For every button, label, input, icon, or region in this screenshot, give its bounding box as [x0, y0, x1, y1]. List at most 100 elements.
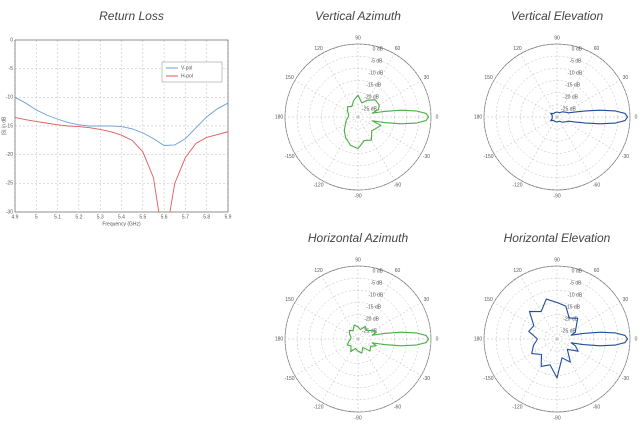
- spoke: [493, 338, 558, 376]
- angle-label: 60: [594, 268, 600, 274]
- chart-title: Vertical Elevation: [511, 9, 604, 23]
- spoke: [556, 116, 621, 154]
- spoke: [556, 338, 594, 403]
- ring-label: -5 dB: [371, 58, 384, 64]
- ring-label: -5 dB: [570, 280, 583, 286]
- angle-label: -150: [285, 376, 295, 382]
- angle-label: -150: [285, 154, 295, 160]
- spoke: [556, 53, 594, 118]
- series-line: [15, 116, 228, 212]
- angle-label: 150: [285, 75, 294, 81]
- spoke: [357, 53, 395, 118]
- ring: [495, 277, 619, 401]
- ring-label: -15 dB: [366, 82, 381, 88]
- spoke: [294, 116, 359, 154]
- angle-label: -150: [484, 154, 494, 160]
- ring-label: -5 dB: [570, 58, 583, 64]
- angle-label: 150: [285, 297, 294, 303]
- spoke: [493, 116, 558, 154]
- ring-label: 0 dB: [373, 46, 384, 52]
- ring-label: -25 dB: [362, 328, 377, 334]
- ring: [508, 290, 606, 388]
- ring-label: -10 dB: [368, 292, 383, 298]
- angle-label: -30: [423, 376, 430, 382]
- angle-label: -120: [313, 405, 323, 411]
- ring: [333, 92, 383, 142]
- angle-label: 180: [474, 336, 483, 342]
- y-tick-label: -10: [6, 95, 13, 101]
- angle-label: 180: [275, 114, 284, 120]
- plot-frame: [14, 39, 229, 213]
- ring-label: -10 dB: [368, 70, 383, 76]
- angle-label: 30: [424, 75, 430, 81]
- angle-label: 90: [554, 35, 560, 41]
- ring-label: -5 dB: [371, 280, 384, 286]
- angle-label: 30: [424, 297, 430, 303]
- pattern-line: [528, 298, 629, 379]
- angle-label: -90: [354, 415, 361, 421]
- angle-label: -30: [423, 154, 430, 160]
- ring: [520, 302, 594, 376]
- x-axis-label: Frequency (GHz): [102, 221, 141, 227]
- x-tick-label: 5: [35, 214, 38, 220]
- angle-label: -150: [484, 376, 494, 382]
- ring-label: -20 dB: [364, 316, 379, 322]
- ring: [483, 43, 631, 191]
- ring-label: 0 dB: [572, 46, 583, 52]
- spoke: [357, 275, 395, 340]
- chart-title: Return Loss: [99, 9, 164, 23]
- angle-label: -60: [593, 405, 600, 411]
- ring-label: -10 dB: [567, 292, 582, 298]
- ring: [345, 104, 371, 130]
- chart-title: Horizontal Azimuth: [308, 231, 409, 245]
- ring: [333, 314, 383, 364]
- angle-label: 180: [275, 336, 284, 342]
- spoke: [357, 338, 422, 376]
- angle-label: 120: [314, 46, 323, 52]
- y-tick-label: 0: [10, 37, 13, 43]
- spoke: [556, 116, 594, 181]
- ring: [284, 265, 432, 413]
- spoke: [556, 275, 594, 340]
- angle-label: -90: [553, 193, 560, 199]
- ring: [520, 80, 594, 154]
- angle-label: 0: [436, 114, 439, 120]
- angle-label: -30: [622, 376, 629, 382]
- x-tick-label: 5.9: [225, 214, 232, 220]
- angle-label: 150: [484, 297, 493, 303]
- ring-label: 0 dB: [373, 268, 384, 274]
- y-tick-label: -15: [6, 123, 13, 129]
- ring: [508, 68, 606, 166]
- legend-label: V-pol: [181, 65, 192, 71]
- angle-label: 120: [513, 268, 522, 274]
- angle-label: 30: [623, 297, 629, 303]
- x-tick-label: 5.3: [97, 214, 104, 220]
- ring-label: -25 dB: [362, 106, 377, 112]
- angle-label: 120: [513, 46, 522, 52]
- pattern-line: [550, 109, 629, 125]
- angle-label: -60: [593, 183, 600, 189]
- angle-label: 90: [554, 257, 560, 263]
- x-tick-label: 5.8: [203, 214, 210, 220]
- angle-label: -60: [394, 405, 401, 411]
- spoke: [294, 338, 359, 376]
- angle-label: 150: [484, 75, 493, 81]
- y-tick-label: -5: [9, 66, 14, 72]
- ring: [296, 55, 420, 179]
- x-tick-label: 5.4: [118, 214, 125, 220]
- angle-label: 120: [314, 268, 323, 274]
- ring: [532, 314, 582, 364]
- ring: [309, 290, 407, 388]
- ring: [544, 104, 570, 130]
- x-tick-label: 5.2: [75, 214, 82, 220]
- pattern-line: [343, 94, 430, 150]
- angle-label: -120: [313, 183, 323, 189]
- ring: [321, 302, 395, 376]
- pattern-line: [346, 324, 430, 354]
- angle-label: -30: [622, 154, 629, 160]
- series-line: [15, 96, 228, 146]
- ring: [296, 277, 420, 401]
- ring-label: -15 dB: [565, 304, 580, 310]
- x-tick-label: 4.9: [12, 214, 19, 220]
- x-tick-label: 5.7: [182, 214, 189, 220]
